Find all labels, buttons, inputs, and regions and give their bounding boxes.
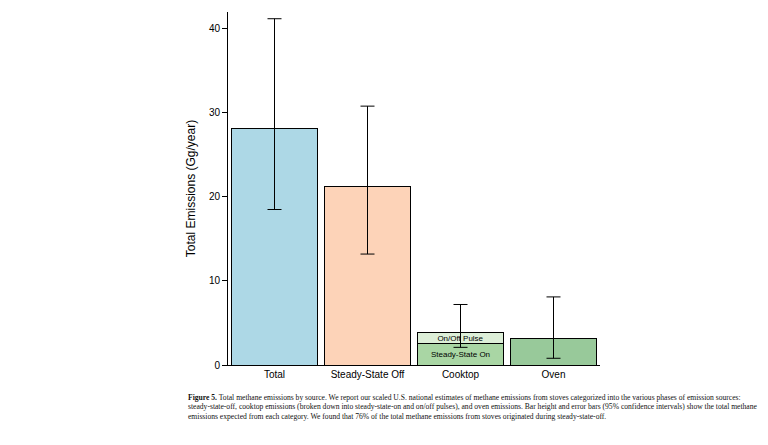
- svg-text:40: 40: [209, 23, 221, 34]
- svg-text:Cooktop: Cooktop: [442, 369, 480, 380]
- svg-text:Oven: Oven: [542, 369, 566, 380]
- svg-text:Steady-State On: Steady-State On: [431, 350, 490, 359]
- svg-text:Total Emissions (Gg/year): Total Emissions (Gg/year): [184, 120, 198, 257]
- svg-text:Total: Total: [264, 369, 285, 380]
- svg-text:30: 30: [209, 107, 221, 118]
- svg-text:Steady-State Off: Steady-State Off: [331, 369, 405, 380]
- svg-text:10: 10: [209, 275, 221, 286]
- svg-text:On/Off Pulse: On/Off Pulse: [437, 334, 483, 343]
- svg-text:20: 20: [209, 191, 221, 202]
- svg-text:0: 0: [214, 360, 220, 371]
- html-text:Figure 5. Total methane emissi: Figure 5. Total methane emissions by sou…: [188, 393, 757, 421]
